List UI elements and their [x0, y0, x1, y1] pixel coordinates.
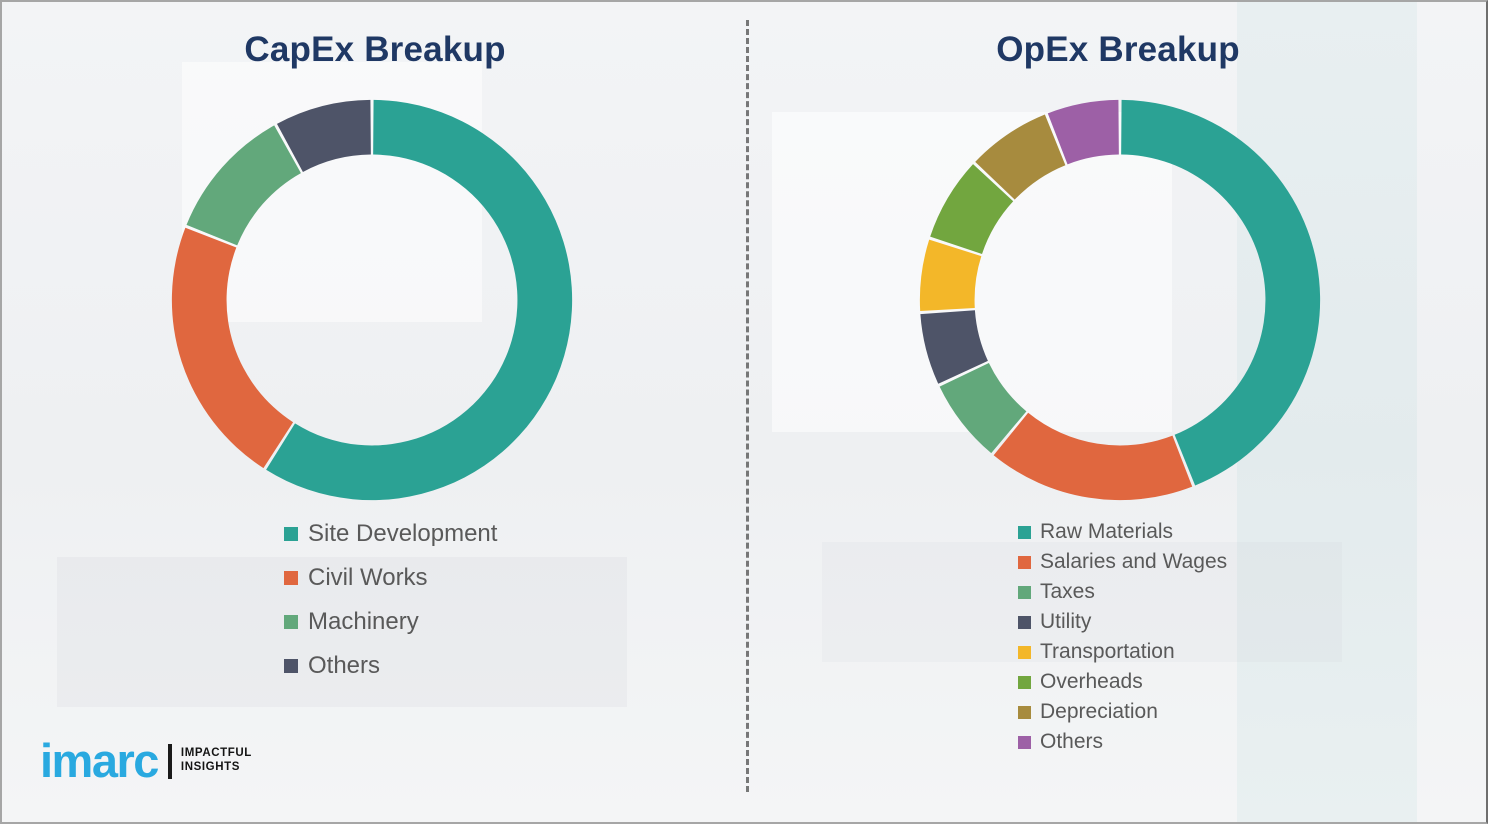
capex-legend: Site Development Civil Works Machinery Othe…	[284, 512, 497, 688]
donut-slice-raw-materials	[1121, 99, 1321, 486]
imarc-logo-text: imarc	[40, 734, 159, 787]
donut-slice-others	[1047, 99, 1119, 165]
legend-label: Utility	[1040, 610, 1092, 633]
donut-slice-taxes	[939, 362, 1027, 454]
legend-label: Overheads	[1040, 670, 1143, 693]
legend-label: Salaries and Wages	[1040, 550, 1228, 573]
legend-swatch-others	[1018, 735, 1031, 749]
donut-slice-site-development	[266, 99, 573, 501]
legend-swatch-overheads	[1018, 675, 1031, 689]
opex-legend: Raw Materials Salaries and Wages Taxes Util…	[1018, 517, 1227, 757]
donut-slice-salaries-and-wages	[993, 412, 1193, 501]
legend-label: Others	[308, 652, 381, 679]
legend-swatch-transportation	[1018, 645, 1031, 659]
imarc-logo: imarc IMPACTFUL INSIGHTS	[40, 734, 252, 787]
capex-chart-title: CapEx Breakup	[244, 30, 506, 69]
legend-item-machinery: Machinery	[284, 600, 497, 644]
panel-divider-dashed-line	[746, 20, 749, 792]
legend-item-transportation: Transportation	[1018, 637, 1227, 667]
legend-swatch-salaries-and-wages	[1018, 555, 1031, 569]
donut-slice-overheads	[930, 164, 1014, 254]
legend-label: Civil Works	[308, 564, 428, 591]
opex-chart-title: OpEx Breakup	[996, 30, 1240, 69]
opex-panel: OpEx Breakup Raw Materials Salaries and W…	[750, 2, 1486, 822]
legend-swatch-civil-works	[284, 571, 298, 585]
legend-label: Raw Materials	[1040, 520, 1174, 543]
legend-label: Transportation	[1040, 640, 1175, 663]
legend-label: Taxes	[1040, 580, 1095, 603]
imarc-tagline-line1: IMPACTFUL	[180, 747, 252, 759]
legend-item-others: Others	[1018, 727, 1227, 757]
legend-label: Machinery	[308, 608, 419, 635]
legend-item-civil-works: Civil Works	[284, 556, 497, 600]
capex-donut-chart	[167, 95, 577, 505]
imarc-logo-divider-bar	[167, 744, 172, 779]
legend-swatch-machinery	[284, 615, 298, 629]
capex-panel: CapEx Breakup Site Development Civil Work…	[2, 2, 748, 822]
legend-item-site-development: Site Development	[284, 512, 497, 556]
legend-swatch-utility	[1018, 615, 1031, 629]
donut-slice-transportation	[919, 239, 982, 311]
legend-item-utility: Utility	[1018, 607, 1227, 637]
legend-swatch-site-development	[284, 527, 298, 541]
legend-swatch-raw-materials	[1018, 525, 1031, 539]
legend-swatch-others	[284, 659, 298, 673]
donut-slice-machinery	[186, 125, 301, 246]
imarc-tagline-line2: INSIGHTS	[180, 761, 241, 774]
donut-slice-utility	[920, 310, 988, 384]
legend-swatch-depreciation	[1018, 705, 1031, 719]
donut-slice-depreciation	[975, 114, 1066, 200]
opex-donut-chart	[915, 95, 1325, 505]
legend-item-raw-materials: Raw Materials	[1018, 517, 1227, 547]
legend-label: Depreciation	[1040, 700, 1158, 723]
legend-item-others: Others	[284, 644, 497, 688]
legend-item-taxes: Taxes	[1018, 577, 1227, 607]
donut-slice-others	[276, 99, 371, 172]
legend-item-depreciation: Depreciation	[1018, 697, 1227, 727]
legend-item-overheads: Overheads	[1018, 667, 1227, 697]
donut-slice-civil-works	[171, 227, 294, 469]
legend-label: Others	[1040, 730, 1104, 753]
legend-item-salaries-and-wages: Salaries and Wages	[1018, 547, 1227, 577]
legend-label: Site Development	[308, 520, 498, 547]
imarc-logo-tagline: IMPACTFUL INSIGHTS	[181, 746, 252, 775]
legend-swatch-taxes	[1018, 585, 1031, 599]
